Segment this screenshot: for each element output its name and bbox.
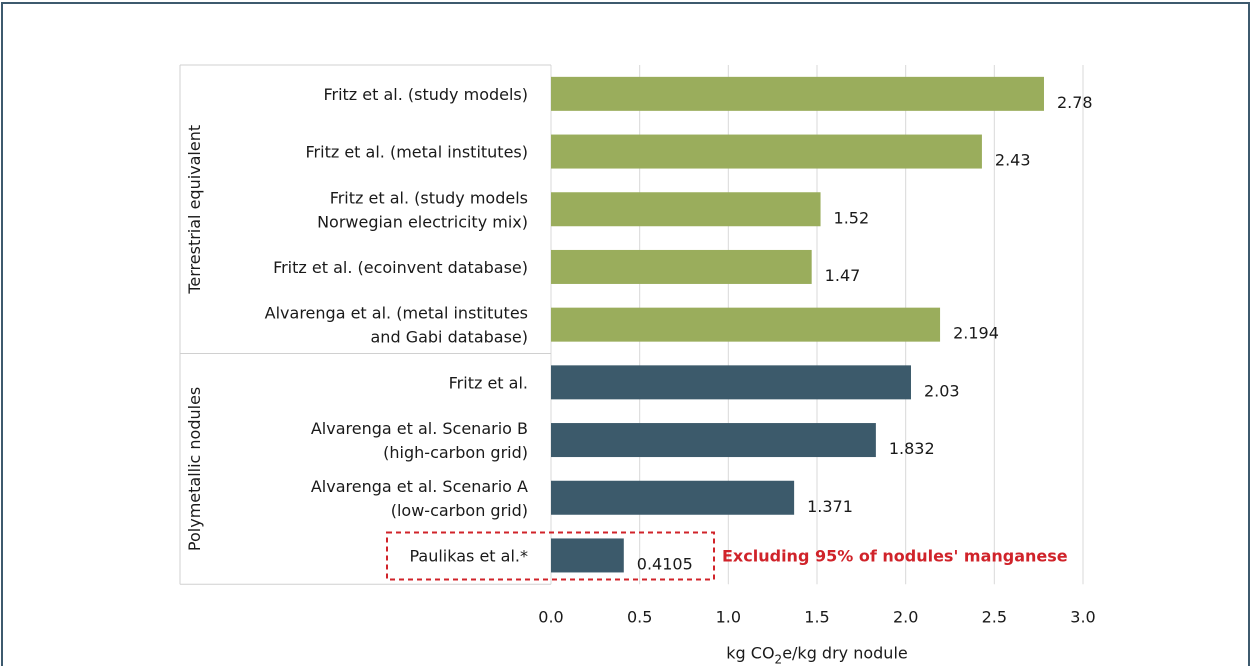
category-label: Fritz et al. (study models) xyxy=(323,85,528,104)
bar xyxy=(551,480,795,515)
category-label: Fritz et al. (metal institutes) xyxy=(306,143,528,162)
bar xyxy=(551,134,982,169)
category-label: and Gabi database) xyxy=(371,328,529,347)
x-axis-label-subscript: 2 xyxy=(775,652,783,666)
bar xyxy=(551,307,941,342)
x-axis-label-part: e/kg dry nodule xyxy=(782,643,908,662)
bar xyxy=(551,365,911,400)
category-label: Alvarenga et al. Scenario A xyxy=(311,477,528,496)
value-label: 2.194 xyxy=(953,324,999,343)
group-label: Polymetallic nodules xyxy=(185,387,204,551)
bar xyxy=(551,538,624,573)
x-tick-label: 2.0 xyxy=(893,607,918,626)
x-axis-ticks: 0.0 0.5 1.0 1.5 2.0 2.5 3.0 xyxy=(538,607,1095,626)
group-label: Terrestrial equivalent xyxy=(185,125,204,295)
bar xyxy=(551,423,876,458)
value-label: 2.03 xyxy=(924,381,960,400)
bars xyxy=(551,76,1044,573)
annotations: Excluding 95% of nodules' manganese xyxy=(386,531,1068,581)
x-tick-label: 3.0 xyxy=(1070,607,1095,626)
value-label: 1.47 xyxy=(825,266,861,285)
category-labels: Fritz et al. (study models) Fritz et al. … xyxy=(265,85,528,566)
category-label: Alvarenga et al. Scenario B xyxy=(311,419,528,438)
category-label: Paulikas et al.* xyxy=(409,546,528,565)
value-label: 2.78 xyxy=(1057,93,1093,112)
bar xyxy=(551,76,1044,111)
x-axis-label: kg CO2e/kg dry nodule xyxy=(726,643,907,666)
bar xyxy=(551,192,821,227)
category-label: Fritz et al. (ecoinvent database) xyxy=(273,258,528,277)
x-tick-label: 1.5 xyxy=(804,607,829,626)
category-label: Alvarenga et al. (metal institutes xyxy=(265,304,528,323)
x-axis-label-part: kg CO xyxy=(726,643,774,662)
category-label: Norwegian electricity mix) xyxy=(317,212,528,231)
x-tick-label: 0.5 xyxy=(627,607,652,626)
value-label: 1.832 xyxy=(889,439,935,458)
value-labels: 2.78 2.43 1.52 1.47 2.194 2.03 1.832 1.371 0.410… xyxy=(637,93,1093,574)
bar xyxy=(551,249,812,284)
value-label: 1.371 xyxy=(807,497,853,516)
category-label: (high-carbon grid) xyxy=(383,443,528,462)
value-label: 1.52 xyxy=(834,208,870,227)
x-tick-label: 1.0 xyxy=(716,607,741,626)
category-label: Fritz et al. (study models xyxy=(330,188,528,207)
annotation-text: Excluding 95% of nodules' manganese xyxy=(722,546,1068,565)
group-labels: Terrestrial equivalent Polymetallic nodul… xyxy=(185,125,204,551)
category-label: Fritz et al. xyxy=(449,373,528,392)
x-tick-label: 0.0 xyxy=(538,607,563,626)
x-tick-label: 2.5 xyxy=(982,607,1007,626)
highlight-box xyxy=(386,531,715,581)
category-label: (low-carbon grid) xyxy=(391,501,528,520)
value-label: 2.43 xyxy=(995,151,1031,170)
value-label: 0.4105 xyxy=(637,554,693,573)
